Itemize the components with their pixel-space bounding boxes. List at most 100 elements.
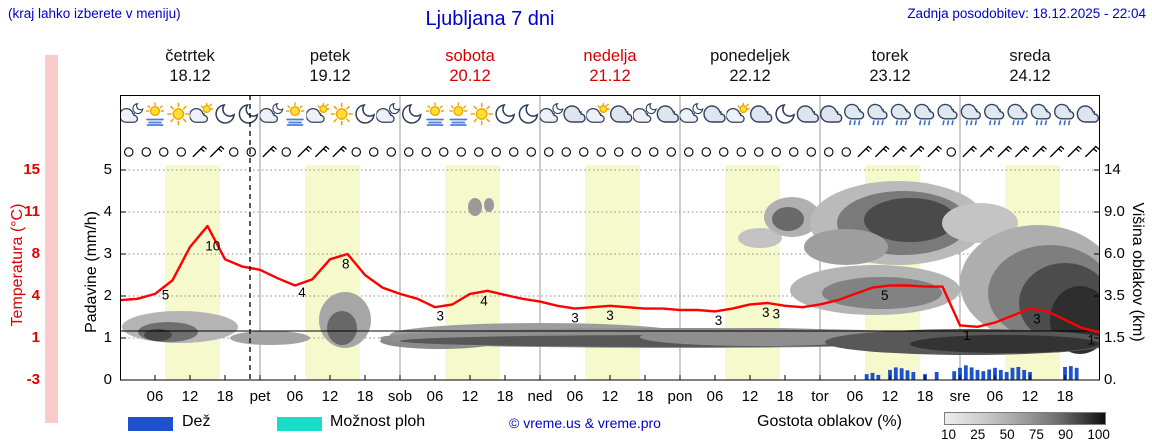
wind-barb-icon [1067,145,1082,158]
day-abbrev-label: pon [667,388,693,405]
temperature-value-label: 3 [772,306,780,321]
density-tick: 50 [999,427,1015,442]
temperature-value-label: 10 [205,239,220,254]
hour-label: 12 [461,388,479,405]
cloud-height-tick: 3.5 [1104,287,1125,304]
wind-barb-icon [1015,145,1030,158]
cloud-moon-icon [679,102,704,124]
cloud-icon [563,105,586,123]
calm-wind-icon [508,147,519,157]
wind-barb-icon [210,145,225,158]
temperature-value-label: 5 [881,288,889,303]
calm-wind-icon [631,147,641,157]
wind-barb-icon [1050,145,1065,158]
cloud-height-tick: 14 [1104,161,1121,178]
cloud-rain-icon [1030,103,1052,126]
hour-label: 18 [636,388,654,405]
cloud-rain-icon [1053,103,1075,126]
cloud-density-label: Gostota oblakov (%) [757,413,902,430]
calm-wind-icon [788,147,799,157]
precipitation-ticks: 5 4 3 2 1 0 [78,0,112,443]
calm-wind-icon [473,147,484,157]
wind-barb-icon [910,145,925,158]
calm-wind-icon [456,147,466,157]
moon-icon [518,104,539,124]
temperature-value-label: 1 [1087,332,1095,347]
wind-barb-icon [980,145,995,158]
page-title: Ljubljana 7 dni [425,8,555,30]
cloud-sun-icon [189,102,214,123]
calm-wind-icon [578,147,589,157]
cloud-rain-icon [843,103,865,126]
calm-wind-icon [141,147,151,157]
calm-wind-icon [438,147,449,157]
calm-wind-icon [701,147,711,157]
calm-wind-icon [823,147,834,157]
day-date: 22.12 [729,67,771,85]
precipitation-tick: 0 [103,371,112,388]
sun-icon [470,102,494,126]
day-name: četrtek [165,47,215,65]
cloud-rain-icon [960,103,982,126]
wind-barb-icon [315,145,330,158]
wind-barb-icon [892,145,907,158]
cloud-icon [609,105,633,123]
day-date: 19.12 [309,67,351,85]
hour-label: 18 [1056,388,1074,405]
cloud-moon-icon [539,102,564,124]
day-header: sobota 20.12 [400,46,540,86]
cloud-icon [703,105,726,123]
temperature-value-label: 4 [480,293,488,308]
calm-wind-icon [369,147,379,157]
plot-frame [120,95,1100,381]
temperature-value-label: 8 [342,257,350,272]
density-tick: 90 [1058,427,1074,442]
day-date: 21.12 [589,67,631,85]
day-name: torek [871,47,909,65]
calm-wind-icon [176,147,186,157]
cloud-moon-icon [633,102,658,124]
temperature-value-label: 3 [1033,312,1041,327]
density-tick: 10 [941,427,957,442]
calm-wind-icon [526,147,536,157]
wind-barb-icon [927,145,942,158]
calm-wind-icon [771,147,781,157]
moon-icon [238,104,259,124]
credit-link[interactable]: © vreme.us & vreme.pro [509,415,661,431]
cloud-density-gradient [944,412,1106,425]
hour-label: 06 [566,388,584,405]
day-header: petek 19.12 [260,46,400,86]
cloud-density-ticks: 10 25 50 75 90 100 [941,427,1110,442]
cloud-icon [796,105,820,123]
wind-barb-icon [332,145,347,158]
hour-label: 06 [846,388,864,405]
wind-barb-icon [997,145,1012,158]
calm-wind-icon [491,147,501,157]
calm-wind-icon [841,147,851,157]
sun-icon [330,102,354,126]
day-name: nedelja [583,47,637,65]
day-name: sobota [445,47,495,65]
day-abbrev-label: sob [387,388,413,405]
temperature-tick: 15 [23,161,40,178]
calm-wind-icon [124,147,134,157]
temperature-value-label: 3 [571,311,579,326]
day-name: sreda [1009,47,1051,65]
moon-icon [775,104,795,124]
calm-wind-icon [683,147,694,157]
day-header: sreda 24.12 [960,46,1100,86]
density-tick: 75 [1028,427,1044,442]
temperature-value-label: 3 [436,308,444,323]
calm-wind-icon [246,147,257,157]
cloud-sun-icon [306,102,330,123]
temperature-value-label: 3 [762,305,770,320]
day-header: nedelja 21.12 [540,46,680,86]
hour-label: 18 [916,388,934,405]
calm-wind-icon [403,147,414,157]
cloud-rain-icon [1007,103,1028,126]
day-abbrev-label: ned [527,388,553,405]
cloud-moon-icon [120,102,144,124]
hour-label: 06 [986,388,1004,405]
